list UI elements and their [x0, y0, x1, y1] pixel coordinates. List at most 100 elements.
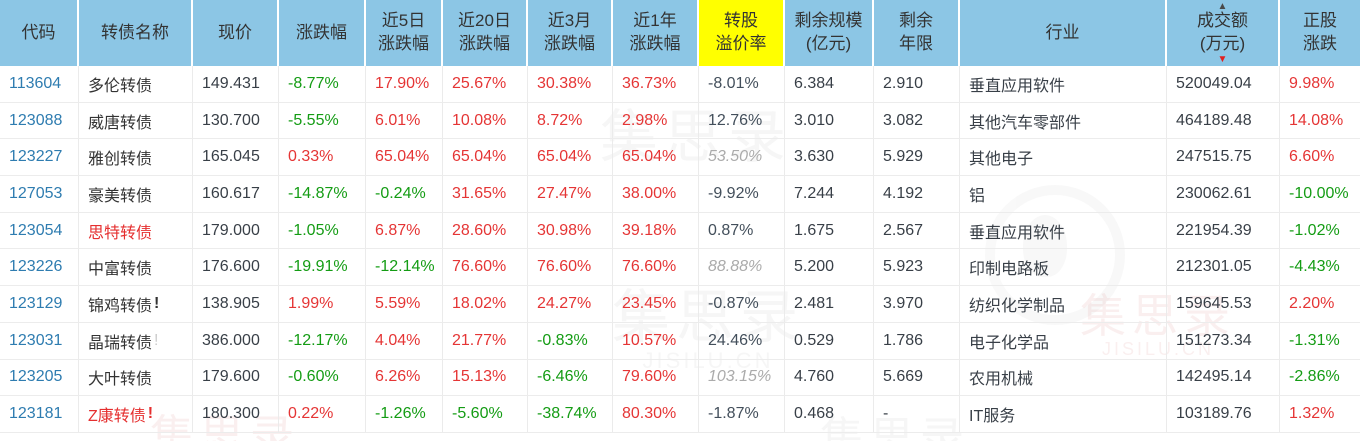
bond-code-link[interactable]: 113604: [0, 66, 79, 103]
cell-chg3m: 24.27%: [528, 286, 613, 323]
bond-name[interactable]: 豪美转债: [88, 187, 153, 205]
column-header-stock[interactable]: 正股 涨跌: [1280, 0, 1360, 66]
cell-turnover: 464189.48: [1167, 102, 1280, 140]
bond-name[interactable]: Z康转债: [88, 408, 146, 426]
cell-chg1y: 39.18%: [613, 212, 699, 250]
bond-name-cell[interactable]: 锦鸡转债!: [79, 286, 193, 323]
cell-premium: 103.15%: [699, 359, 785, 397]
cell-chg3m: 65.04%: [528, 139, 613, 177]
cell-chg20d: -5.60%: [443, 396, 528, 433]
cell-chg1y: 2.98%: [613, 102, 699, 140]
bond-name-cell[interactable]: 雅创转债: [79, 139, 193, 177]
bond-name-cell[interactable]: 威唐转债: [79, 102, 193, 140]
cell-chg: 0.33%: [279, 139, 366, 177]
bond-name-cell[interactable]: Z康转债!: [79, 396, 193, 433]
cell-chg5d: 4.04%: [366, 322, 443, 360]
bond-name[interactable]: 多伦转债: [88, 77, 153, 95]
cell-chg5d: 6.26%: [366, 359, 443, 397]
cell-years: 5.923: [874, 249, 960, 287]
bond-name[interactable]: 大叶转债: [88, 371, 153, 389]
cell-premium: 0.87%: [699, 212, 785, 250]
cell-chg1y: 36.73%: [613, 66, 699, 103]
cell-years: 2.910: [874, 66, 960, 103]
cell-turnover: 142495.14: [1167, 359, 1280, 397]
column-header-chg20d[interactable]: 近20日 涨跌幅: [443, 0, 528, 66]
column-header-label: 转股 溢价率: [715, 11, 767, 53]
bond-name[interactable]: 锦鸡转债: [88, 297, 153, 315]
cell-stock: -4.43%: [1280, 249, 1360, 287]
cell-scale: 7.244: [785, 176, 874, 213]
cell-stock: -1.31%: [1280, 323, 1360, 360]
bond-code-link[interactable]: 123227: [0, 139, 79, 177]
bond-name[interactable]: 威唐转债: [88, 114, 153, 132]
bond-code-link[interactable]: 123054: [0, 212, 79, 250]
column-header-chg1y[interactable]: 近1年 涨跌幅: [613, 0, 699, 66]
bond-code-link[interactable]: 127053: [0, 176, 79, 213]
bond-code-link[interactable]: 123088: [0, 102, 79, 140]
column-header-code[interactable]: 代码: [0, 0, 79, 66]
cell-stock: -10.00%: [1280, 176, 1360, 213]
bond-code-link[interactable]: 123031: [0, 322, 79, 360]
cell-chg20d: 28.60%: [443, 212, 528, 250]
cell-scale: 5.200: [785, 249, 874, 287]
bond-name[interactable]: 雅创转债: [88, 151, 153, 169]
cell-industry: 其他电子: [960, 139, 1167, 177]
sort-desc-icon[interactable]: ▼: [1217, 54, 1228, 65]
bond-name-cell[interactable]: 晶瑞转债!: [79, 322, 193, 360]
cell-price: 179.000: [193, 212, 279, 250]
cell-premium: 53.50%: [699, 139, 785, 177]
cell-scale: 6.384: [785, 66, 874, 103]
column-header-years[interactable]: 剩余 年限: [874, 0, 960, 66]
bond-code-link[interactable]: 123181: [0, 396, 79, 433]
cell-chg1y: 38.00%: [613, 176, 699, 213]
bond-name-cell[interactable]: 思特转债: [79, 212, 193, 250]
cell-scale: 4.760: [785, 359, 874, 397]
cell-premium: 88.88%: [699, 249, 785, 287]
cell-years: 2.567: [874, 212, 960, 250]
cell-industry: 铝: [960, 176, 1167, 213]
bond-name-cell[interactable]: 豪美转债: [79, 176, 193, 213]
column-header-chg3m[interactable]: 近3月 涨跌幅: [528, 0, 613, 66]
cell-stock: 6.60%: [1280, 139, 1360, 177]
bond-name-cell[interactable]: 大叶转债: [79, 359, 193, 397]
table-body: 113604 多伦转债 149.431 -8.77% 17.90% 25.67% 30.38…: [0, 66, 1360, 433]
bond-name[interactable]: 思特转债: [88, 224, 153, 242]
warning-mark-icon: !: [154, 294, 160, 312]
cell-scale: 3.630: [785, 139, 874, 177]
bond-code-link[interactable]: 123129: [0, 286, 79, 323]
cell-turnover: 212301.05: [1167, 249, 1280, 287]
bond-code-link[interactable]: 123226: [0, 249, 79, 287]
column-header-industry[interactable]: 行业: [960, 0, 1167, 66]
bond-name-cell[interactable]: 多伦转债: [79, 66, 193, 103]
cell-chg20d: 76.60%: [443, 249, 528, 287]
cell-stock: 2.20%: [1280, 286, 1360, 323]
column-header-label: 近1年 涨跌幅: [629, 11, 681, 53]
cell-chg1y: 79.60%: [613, 359, 699, 397]
cell-turnover: 230062.61: [1167, 176, 1280, 213]
column-header-turnover[interactable]: ▲ ▼ 成交额 (万元): [1167, 0, 1280, 66]
cell-price: 176.600: [193, 249, 279, 287]
table-row: 127053 豪美转债 160.617 -14.87% -0.24% 31.65% 27.4…: [0, 176, 1360, 213]
cell-industry: 纺织化学制品: [960, 286, 1167, 323]
cell-turnover: 151273.34: [1167, 322, 1280, 360]
warning-mark-icon: !: [147, 405, 154, 423]
cell-price: 138.905: [193, 286, 279, 323]
bond-name[interactable]: 晶瑞转债: [88, 334, 153, 352]
column-header-premium[interactable]: 转股 溢价率: [699, 0, 785, 66]
column-header-label: 正股 涨跌: [1303, 11, 1337, 53]
column-header-scale[interactable]: 剩余规模 (亿元): [785, 0, 874, 66]
column-header-chg[interactable]: 涨跌幅: [279, 0, 366, 66]
cell-chg3m: 76.60%: [528, 249, 613, 287]
cell-premium: -8.01%: [699, 66, 785, 103]
column-header-price[interactable]: 现价: [193, 0, 279, 66]
cell-chg5d: 6.01%: [366, 102, 443, 140]
bond-name-cell[interactable]: 中富转债: [79, 249, 193, 287]
cell-stock: 14.08%: [1280, 103, 1360, 140]
cell-stock: -1.02%: [1280, 213, 1360, 250]
column-header-chg5d[interactable]: 近5日 涨跌幅: [366, 0, 443, 66]
sort-asc-icon[interactable]: ▲: [1217, 1, 1228, 12]
bond-code-link[interactable]: 123205: [0, 359, 79, 397]
bond-name[interactable]: 中富转债: [88, 261, 153, 279]
column-header-name[interactable]: 转债名称: [79, 0, 193, 66]
